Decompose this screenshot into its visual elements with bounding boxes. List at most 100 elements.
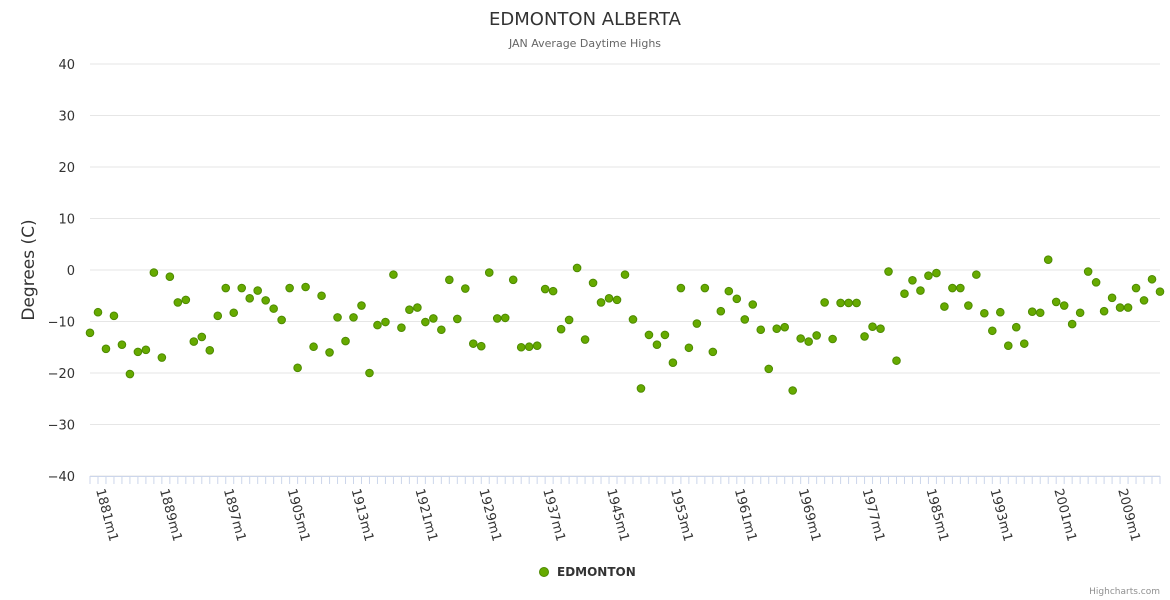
data-point[interactable] — [1107, 293, 1117, 303]
data-point[interactable] — [900, 289, 909, 298]
data-point[interactable] — [524, 342, 534, 352]
data-point[interactable] — [133, 347, 143, 357]
data-point[interactable] — [1051, 297, 1061, 307]
data-point[interactable] — [413, 303, 422, 312]
data-point[interactable] — [516, 342, 526, 352]
data-point[interactable] — [1115, 303, 1125, 312]
data-point[interactable] — [445, 275, 454, 285]
data-point[interactable] — [325, 348, 334, 357]
data-point[interactable] — [205, 346, 215, 355]
data-point[interactable] — [1091, 278, 1101, 287]
data-point[interactable] — [564, 315, 574, 325]
data-point[interactable] — [453, 314, 462, 324]
data-point[interactable] — [101, 344, 111, 354]
data-point[interactable] — [708, 347, 718, 357]
data-point[interactable] — [476, 341, 486, 351]
data-point[interactable] — [189, 337, 199, 346]
data-point[interactable] — [1003, 341, 1013, 351]
data-point[interactable] — [429, 314, 438, 323]
data-point[interactable] — [357, 301, 366, 310]
data-point[interactable] — [293, 363, 302, 373]
legend[interactable]: EDMONTON — [539, 565, 636, 579]
data-point[interactable] — [1147, 274, 1157, 284]
data-point[interactable] — [141, 345, 151, 355]
data-point[interactable] — [373, 320, 382, 330]
data-point[interactable] — [868, 322, 877, 331]
data-point[interactable] — [995, 307, 1005, 317]
data-point[interactable] — [285, 283, 294, 293]
data-point[interactable] — [636, 384, 646, 393]
data-point[interactable] — [508, 275, 518, 285]
data-point[interactable] — [932, 268, 941, 278]
data-point[interactable] — [716, 306, 726, 316]
data-point[interactable] — [748, 300, 758, 309]
data-point[interactable] — [916, 286, 925, 295]
data-point[interactable] — [1059, 301, 1069, 310]
data-point[interactable] — [972, 270, 981, 279]
data-point[interactable] — [732, 294, 742, 304]
data-point[interactable] — [588, 278, 598, 288]
data-point[interactable] — [381, 317, 390, 327]
data-point[interactable] — [852, 298, 861, 308]
data-point[interactable] — [333, 313, 342, 322]
data-point[interactable] — [652, 340, 662, 349]
data-point[interactable] — [157, 353, 167, 362]
data-point[interactable] — [540, 284, 550, 294]
data-point[interactable] — [421, 317, 430, 327]
credits-link[interactable]: Highcharts.com — [1089, 587, 1160, 597]
data-point[interactable] — [532, 341, 542, 351]
data-point[interactable] — [844, 298, 853, 308]
data-point[interactable] — [596, 298, 606, 307]
data-point[interactable] — [724, 286, 734, 296]
data-point[interactable] — [1067, 319, 1077, 329]
data-point[interactable] — [492, 314, 502, 323]
data-point[interactable] — [1155, 287, 1165, 296]
data-point[interactable] — [940, 302, 949, 311]
data-point[interactable] — [660, 330, 670, 340]
data-point[interactable] — [1011, 322, 1021, 332]
data-point[interactable] — [820, 298, 829, 307]
data-point[interactable] — [764, 364, 774, 374]
data-point[interactable] — [349, 313, 358, 322]
data-point[interactable] — [876, 324, 885, 334]
data-point[interactable] — [1019, 339, 1029, 348]
data-point[interactable] — [572, 263, 582, 273]
data-point[interactable] — [117, 340, 127, 349]
data-point[interactable] — [612, 295, 622, 305]
data-point[interactable] — [740, 315, 750, 324]
data-point[interactable] — [620, 270, 630, 279]
data-point[interactable] — [892, 356, 901, 365]
data-point[interactable] — [229, 308, 239, 318]
data-point[interactable] — [684, 343, 694, 353]
data-point[interactable] — [556, 324, 566, 334]
data-point[interactable] — [389, 270, 398, 279]
data-point[interactable] — [484, 268, 494, 277]
data-point[interactable] — [1035, 308, 1045, 318]
data-point[interactable] — [860, 332, 869, 341]
data-point[interactable] — [1139, 296, 1149, 305]
data-point[interactable] — [317, 291, 326, 301]
data-point[interactable] — [460, 284, 470, 293]
data-point[interactable] — [1099, 306, 1109, 316]
data-point[interactable] — [1083, 267, 1093, 276]
data-point[interactable] — [341, 336, 350, 346]
data-point[interactable] — [85, 328, 95, 338]
data-point[interactable] — [468, 339, 478, 348]
data-point[interactable] — [173, 298, 183, 307]
data-point[interactable] — [277, 315, 286, 325]
data-point[interactable] — [948, 283, 957, 293]
data-point[interactable] — [644, 330, 654, 340]
data-point[interactable] — [836, 298, 845, 308]
data-point[interactable] — [796, 334, 805, 343]
data-point[interactable] — [780, 322, 790, 332]
legend-item-edmonton[interactable]: EDMONTON — [557, 565, 636, 579]
data-point[interactable] — [988, 326, 997, 336]
data-point[interactable] — [756, 325, 766, 335]
data-point[interactable] — [93, 307, 103, 317]
data-point[interactable] — [628, 315, 638, 324]
data-point[interactable] — [500, 313, 510, 323]
data-point[interactable] — [580, 335, 590, 344]
data-point[interactable] — [1043, 255, 1053, 265]
data-point[interactable] — [1123, 303, 1133, 312]
data-point[interactable] — [924, 271, 933, 280]
